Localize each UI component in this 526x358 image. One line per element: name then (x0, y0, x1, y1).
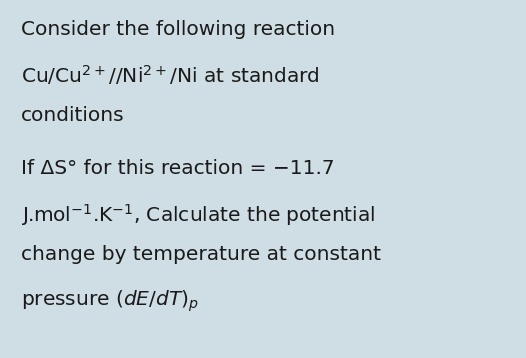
Text: pressure $(dE/dT)_p$: pressure $(dE/dT)_p$ (21, 288, 199, 314)
Text: J.mol$^{-1}$.K$^{-1}$, Calculate the potential: J.mol$^{-1}$.K$^{-1}$, Calculate the pot… (21, 202, 376, 228)
Text: conditions: conditions (21, 106, 125, 125)
Text: If ΔS° for this reaction = −11.7: If ΔS° for this reaction = −11.7 (21, 159, 335, 178)
Text: change by temperature at constant: change by temperature at constant (21, 245, 381, 264)
Text: Cu/Cu$^{2+}$//Ni$^{2+}$/Ni at standard: Cu/Cu$^{2+}$//Ni$^{2+}$/Ni at standard (21, 63, 320, 87)
Text: Consider the following reaction: Consider the following reaction (21, 20, 335, 39)
